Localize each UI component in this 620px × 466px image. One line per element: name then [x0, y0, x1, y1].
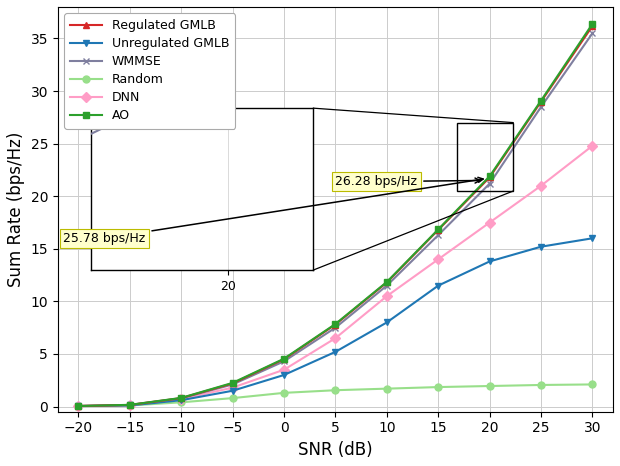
Line: Regulated GMLB: Regulated GMLB	[75, 22, 596, 410]
Text: 26.28 bps/Hz: 26.28 bps/Hz	[335, 175, 480, 188]
Regulated GMLB	[538, 99, 545, 104]
WMMSE	[126, 402, 133, 408]
WMMSE	[435, 233, 442, 238]
DNN	[229, 385, 236, 391]
Unregulated GMLB	[435, 283, 442, 288]
Regulated GMLB	[74, 403, 82, 409]
DNN	[126, 402, 133, 408]
WMMSE	[74, 403, 82, 409]
Regulated GMLB	[383, 280, 391, 285]
WMMSE	[383, 283, 391, 288]
DNN	[435, 256, 442, 262]
AO	[332, 321, 339, 327]
Regulated GMLB	[435, 227, 442, 233]
Text: 25.78 bps/Hz: 25.78 bps/Hz	[63, 178, 483, 245]
Unregulated GMLB	[280, 372, 288, 378]
AO	[435, 226, 442, 232]
Unregulated GMLB	[332, 349, 339, 355]
Random	[280, 390, 288, 396]
WMMSE	[280, 358, 288, 364]
DNN	[538, 183, 545, 189]
Regulated GMLB	[177, 395, 185, 401]
X-axis label: SNR (dB): SNR (dB)	[298, 441, 373, 459]
Unregulated GMLB	[126, 403, 133, 408]
Unregulated GMLB	[177, 397, 185, 403]
Unregulated GMLB	[538, 244, 545, 249]
AO	[280, 356, 288, 362]
AO	[538, 98, 545, 103]
Random	[126, 403, 133, 408]
DNN	[383, 293, 391, 299]
AO	[229, 380, 236, 386]
WMMSE	[229, 382, 236, 387]
WMMSE	[538, 104, 545, 110]
Random	[383, 386, 391, 391]
AO	[126, 402, 133, 408]
Regulated GMLB	[486, 174, 494, 180]
AO	[486, 173, 494, 179]
Random	[74, 404, 82, 409]
AO	[177, 395, 185, 401]
Unregulated GMLB	[589, 235, 596, 241]
DNN	[177, 397, 185, 402]
WMMSE	[589, 30, 596, 36]
WMMSE	[177, 396, 185, 401]
Random	[332, 387, 339, 393]
Line: AO: AO	[75, 21, 596, 410]
Unregulated GMLB	[229, 388, 236, 394]
Random	[177, 399, 185, 405]
Regulated GMLB	[229, 381, 236, 386]
Random	[435, 384, 442, 390]
Bar	[457, 123, 513, 191]
Unregulated GMLB	[486, 259, 494, 264]
Unregulated GMLB	[383, 320, 391, 325]
WMMSE	[486, 181, 494, 186]
DNN	[74, 403, 82, 409]
AO	[74, 403, 82, 409]
Line: DNN: DNN	[75, 142, 596, 410]
Regulated GMLB	[589, 23, 596, 29]
Random	[486, 383, 494, 389]
DNN	[589, 143, 596, 149]
Regulated GMLB	[126, 402, 133, 408]
Random	[229, 395, 236, 401]
Random	[538, 382, 545, 388]
Regulated GMLB	[280, 356, 288, 362]
AO	[383, 279, 391, 285]
Y-axis label: Sum Rate (bps/Hz): Sum Rate (bps/Hz)	[7, 132, 25, 287]
DNN	[332, 336, 339, 341]
Line: WMMSE: WMMSE	[75, 30, 596, 410]
DNN	[280, 367, 288, 372]
DNN	[486, 219, 494, 225]
WMMSE	[332, 325, 339, 330]
AO	[589, 21, 596, 27]
Random	[589, 382, 596, 387]
Line: Unregulated GMLB: Unregulated GMLB	[75, 235, 596, 410]
Unregulated GMLB	[74, 403, 82, 409]
Legend: Regulated GMLB, Unregulated GMLB, WMMSE, Random, DNN, AO: Regulated GMLB, Unregulated GMLB, WMMSE,…	[64, 13, 236, 129]
Line: Random: Random	[75, 381, 596, 410]
Regulated GMLB	[332, 322, 339, 327]
